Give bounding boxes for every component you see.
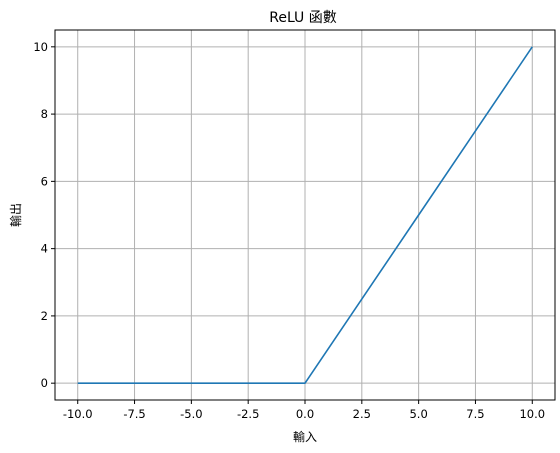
x-tick-label: 7.5 <box>466 407 484 421</box>
chart-title: ReLU 函數 <box>269 10 337 26</box>
y-tick-label: 6 <box>41 174 48 188</box>
x-tick-label: -10.0 <box>63 407 93 421</box>
x-tick-label: -2.5 <box>237 407 259 421</box>
x-tick-label: -7.5 <box>123 407 145 421</box>
grid <box>55 30 555 400</box>
x-tick-label: 0.0 <box>296 407 314 421</box>
y-axis-label: 輸出 <box>8 203 23 227</box>
x-tick-label: -5.0 <box>180 407 202 421</box>
relu-line <box>77 46 533 384</box>
y-axis: 0 2 4 6 8 10 <box>33 40 55 390</box>
x-tick-label: 10.0 <box>519 407 545 421</box>
x-tick-label: 5.0 <box>409 407 427 421</box>
y-tick-label: 0 <box>41 376 48 390</box>
x-axis: -10.0 -7.5 -5.0 -2.5 0.0 2.5 5.0 7.5 10.0 <box>63 400 545 421</box>
y-tick-label: 10 <box>33 40 48 54</box>
y-tick-label: 4 <box>41 242 48 256</box>
x-axis-label: 輸入 <box>293 429 317 444</box>
series-layer <box>77 46 533 384</box>
y-tick-label: 2 <box>41 309 48 323</box>
y-tick-label: 8 <box>41 107 48 121</box>
x-tick-label: 2.5 <box>353 407 371 421</box>
